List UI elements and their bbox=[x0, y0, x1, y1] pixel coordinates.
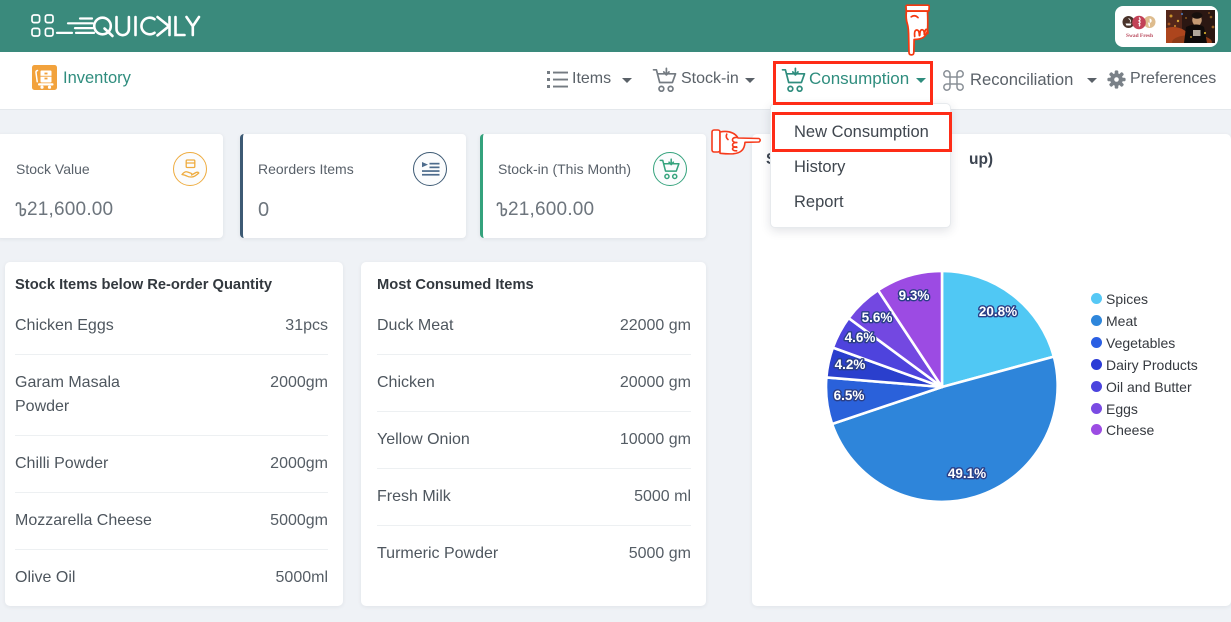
svg-text:20.8%: 20.8% bbox=[979, 304, 1017, 319]
svg-text:5.6%: 5.6% bbox=[862, 310, 893, 325]
svg-text:Swad Fresh: Swad Fresh bbox=[1126, 33, 1153, 39]
svg-text:6.5%: 6.5% bbox=[834, 388, 865, 403]
svg-text:49.1%: 49.1% bbox=[948, 466, 986, 481]
svg-text:9.3%: 9.3% bbox=[899, 288, 930, 303]
svg-text:4.2%: 4.2% bbox=[835, 357, 866, 372]
svg-text:4.6%: 4.6% bbox=[845, 330, 876, 345]
